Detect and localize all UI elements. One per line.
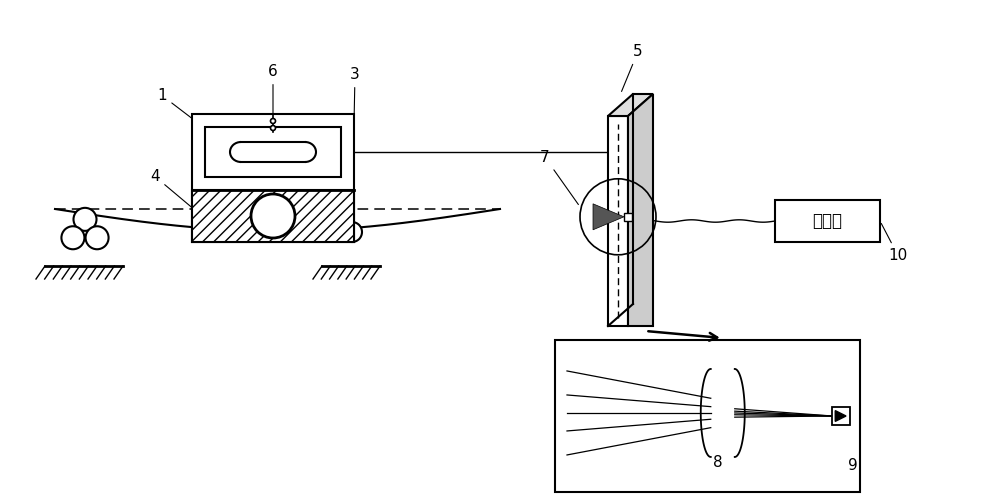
Text: 7: 7	[540, 150, 578, 205]
Bar	[608, 116, 628, 326]
Text: 3: 3	[350, 67, 360, 121]
Bar	[192, 114, 354, 242]
Circle shape	[61, 226, 84, 249]
Bar	[775, 200, 880, 242]
Bar	[205, 127, 341, 177]
Circle shape	[270, 125, 276, 131]
Polygon shape	[608, 94, 653, 116]
Polygon shape	[835, 411, 846, 421]
Text: 2: 2	[303, 217, 347, 234]
Text: 5: 5	[622, 44, 643, 91]
Text: 6: 6	[268, 64, 278, 118]
Circle shape	[251, 194, 295, 238]
Text: 4: 4	[150, 169, 200, 214]
Text: 1: 1	[157, 88, 234, 150]
Circle shape	[86, 226, 109, 249]
Circle shape	[342, 222, 362, 242]
Polygon shape	[628, 94, 653, 326]
Circle shape	[74, 208, 96, 231]
Text: 8: 8	[713, 455, 723, 470]
Text: 10: 10	[881, 223, 908, 263]
Text: 单片机: 单片机	[812, 212, 842, 230]
Bar	[555, 340, 860, 492]
Text: 9: 9	[848, 458, 858, 473]
Bar	[192, 190, 354, 242]
Circle shape	[270, 118, 276, 123]
Bar	[624, 213, 632, 221]
Bar	[832, 407, 850, 425]
Polygon shape	[593, 204, 624, 230]
